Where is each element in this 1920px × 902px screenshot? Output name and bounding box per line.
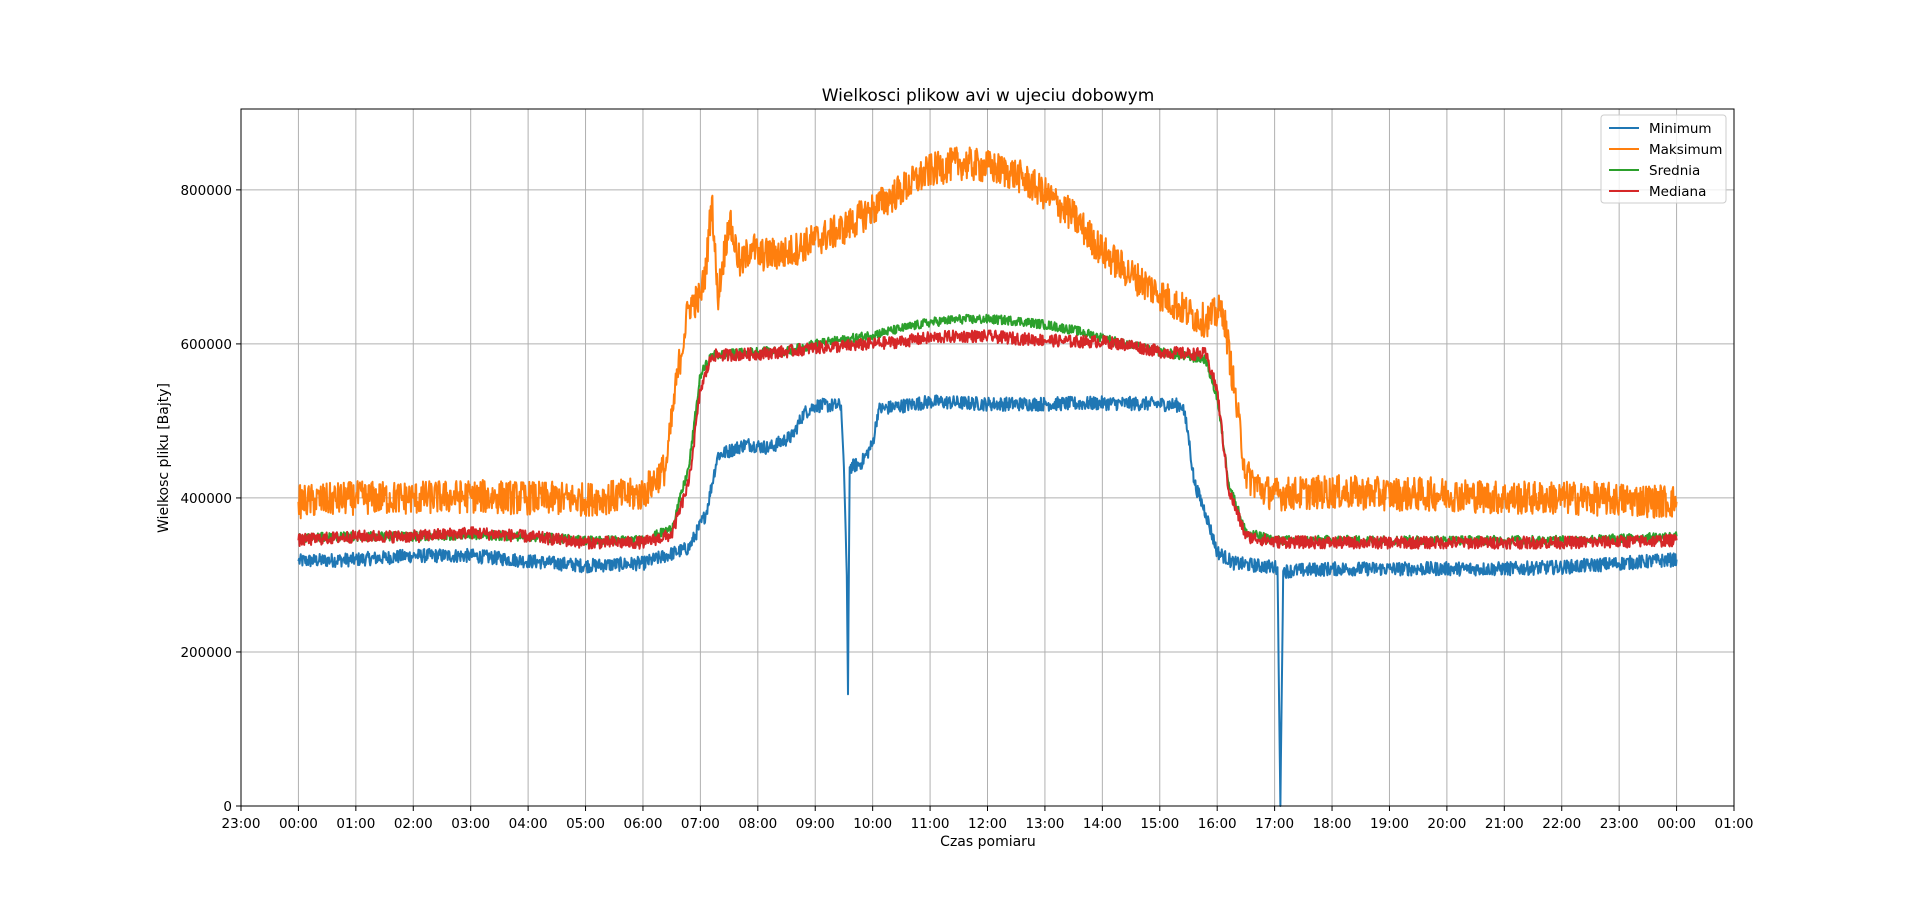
x-tick-label: 09:00: [796, 816, 835, 832]
y-axis: 0 200000 400000 600000 800000: [180, 183, 241, 815]
x-axis: 23:00 00:00 01:00 02:00 03:00 04:00 05:00 06:00…: [222, 806, 1754, 832]
x-tick-label: 03:00: [451, 816, 490, 832]
x-tick-label: 01:00: [336, 816, 375, 832]
y-tick-label: 800000: [180, 183, 232, 199]
x-tick-label: 05:00: [566, 816, 605, 832]
x-tick-label: 13:00: [1025, 816, 1064, 832]
series-line-minimum: [297, 394, 1678, 807]
y-axis-label: Wielkosc pliku [Bajty]: [156, 383, 172, 533]
x-tick-label: 21:00: [1485, 816, 1524, 832]
x-tick-label: 10:00: [853, 816, 892, 832]
x-tick-label: 12:00: [968, 816, 1007, 832]
x-tick-label: 16:00: [1198, 816, 1237, 832]
x-axis-label: Czas pomiaru: [940, 834, 1036, 850]
legend-label-srednia: Srednia: [1649, 163, 1700, 179]
legend-label-minimum: Minimum: [1649, 121, 1712, 137]
y-tick-label: 200000: [180, 645, 232, 661]
x-tick-label: 07:00: [681, 816, 720, 832]
x-tick-label: 04:00: [509, 816, 548, 832]
x-tick-label: 06:00: [624, 816, 663, 832]
x-tick-label: 20:00: [1427, 816, 1466, 832]
x-tick-label: 01:00: [1715, 816, 1754, 832]
series-line-maksimum: [297, 146, 1678, 520]
x-tick-label: 23:00: [222, 816, 261, 832]
x-tick-label: 08:00: [738, 816, 777, 832]
x-tick-label: 14:00: [1083, 816, 1122, 832]
x-tick-label: 19:00: [1370, 816, 1409, 832]
x-tick-label: 00:00: [279, 816, 318, 832]
x-tick-label: 17:00: [1255, 816, 1294, 832]
x-tick-label: 22:00: [1542, 816, 1581, 832]
x-tick-label: 23:00: [1600, 816, 1639, 832]
y-tick-label: 400000: [180, 491, 232, 507]
legend-label-mediana: Mediana: [1649, 184, 1706, 200]
y-tick-label: 600000: [180, 337, 232, 353]
x-tick-label: 00:00: [1657, 816, 1696, 832]
y-tick-label: 0: [223, 799, 232, 815]
series-layer: [297, 146, 1678, 807]
x-tick-label: 02:00: [394, 816, 433, 832]
series-line-mediana: [297, 329, 1678, 550]
x-tick-label: 11:00: [911, 816, 950, 832]
legend-label-maksimum: Maksimum: [1649, 142, 1722, 158]
legend-box: [1600, 114, 1727, 204]
chart-title: Wielkosci plikow avi w ujeciu dobowym: [822, 86, 1155, 106]
legend: Minimum Maksimum Srednia Mediana: [1600, 114, 1727, 204]
x-tick-label: 15:00: [1140, 816, 1179, 832]
x-tick-label: 18:00: [1313, 816, 1352, 832]
grid: [240, 109, 1735, 807]
